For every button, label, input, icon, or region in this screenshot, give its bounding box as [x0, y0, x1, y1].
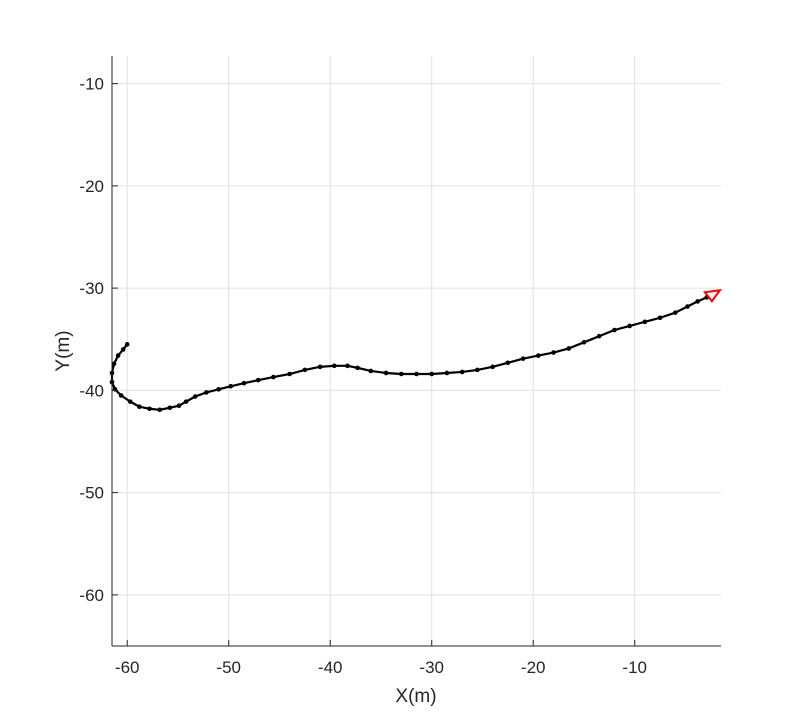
- trajectory-point: [157, 407, 163, 413]
- trajectory-point: [216, 387, 221, 392]
- trajectory-point: [673, 310, 678, 315]
- trajectory-point: [685, 304, 690, 309]
- trajectory-point: [536, 353, 541, 358]
- trajectory-point: [287, 371, 292, 377]
- trajectory-point: [596, 333, 602, 339]
- trajectory-point: [642, 319, 648, 325]
- trajectory-point: [176, 403, 182, 409]
- y-tick-label: -50: [79, 484, 104, 503]
- trajectory-point: [368, 368, 374, 374]
- trajectory-point: [459, 369, 465, 375]
- trajectory-point: [112, 387, 118, 392]
- trajectory-point: [271, 374, 276, 380]
- tick-labels: -60 -50 -40 -30 -20 -10 -60 -50 -40 -30 -20 -10: [79, 75, 647, 677]
- heading-marker-group: [703, 288, 723, 303]
- trajectory-point: [124, 342, 130, 347]
- trajectory-point: [302, 367, 308, 373]
- trajectory-series: [109, 295, 710, 413]
- trajectory-point: [398, 371, 404, 377]
- trajectory-point: [551, 350, 556, 355]
- trajectory-point: [118, 393, 124, 398]
- trajectory-point: [657, 315, 663, 321]
- trajectory-point: [383, 370, 389, 376]
- trajectory-point: [167, 405, 173, 411]
- x-axis-label: X(m): [395, 686, 436, 707]
- trajectory-point: [137, 404, 142, 410]
- y-axis-label: Y(m): [53, 330, 74, 371]
- y-tick-label: -40: [79, 381, 104, 400]
- axes: [111, 56, 721, 647]
- trajectory-point: [192, 394, 198, 399]
- trajectory-point: [475, 367, 480, 373]
- trajectory-point: [566, 346, 572, 351]
- trajectory-point: [228, 383, 234, 389]
- trajectory-line: [110, 296, 708, 411]
- trajectory-point: [345, 363, 350, 369]
- y-tick-label: -20: [79, 177, 104, 196]
- trajectory-point: [317, 364, 323, 370]
- trajectory-point: [331, 363, 337, 369]
- x-tick-label: -50: [216, 658, 241, 677]
- trajectory-point: [355, 365, 360, 371]
- heading-arrow-icon: [703, 288, 723, 303]
- trajectory-point: [695, 299, 700, 304]
- trajectory-point: [520, 356, 526, 361]
- trajectory-point: [127, 399, 133, 404]
- y-tick-label: -30: [79, 279, 104, 298]
- trajectory-point: [115, 353, 121, 358]
- trajectory-point: [204, 390, 209, 395]
- trajectory-point: [490, 364, 495, 370]
- x-tick-label: -20: [521, 658, 546, 677]
- x-tick-label: -60: [115, 658, 140, 677]
- trajectory-point: [444, 370, 450, 376]
- y-tick-label: -10: [79, 75, 104, 94]
- x-tick-label: -30: [419, 658, 444, 677]
- trajectory-point: [111, 361, 117, 367]
- trajectory-point: [627, 323, 632, 329]
- trajectory-point: [505, 360, 511, 366]
- trajectory-point: [183, 399, 189, 404]
- y-tick-label: -60: [79, 586, 104, 605]
- grid-lines: [112, 56, 721, 646]
- x-tick-label: -40: [318, 658, 343, 677]
- trajectory-point: [612, 327, 617, 333]
- trajectory-point: [581, 340, 587, 345]
- trajectory-point: [147, 406, 152, 412]
- trajectory-point: [241, 380, 247, 386]
- trajectory-point: [414, 371, 419, 377]
- plot-area: [112, 56, 721, 646]
- trajectory-point: [429, 371, 435, 377]
- x-tick-label: -10: [622, 658, 647, 677]
- trajectory-point: [255, 377, 261, 383]
- trajectory-point: [120, 347, 126, 352]
